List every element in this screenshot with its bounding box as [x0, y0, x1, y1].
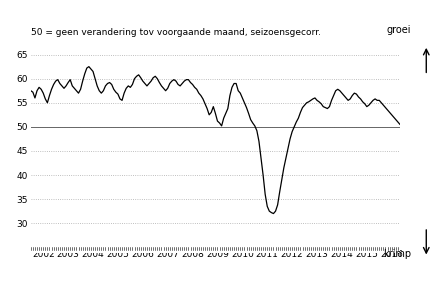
Text: 50 = geen verandering tov voorgaande maand, seizoensgecorr.: 50 = geen verandering tov voorgaande maa…	[31, 28, 321, 37]
Text: groei: groei	[387, 25, 411, 35]
Text: krimp: krimp	[383, 249, 411, 259]
